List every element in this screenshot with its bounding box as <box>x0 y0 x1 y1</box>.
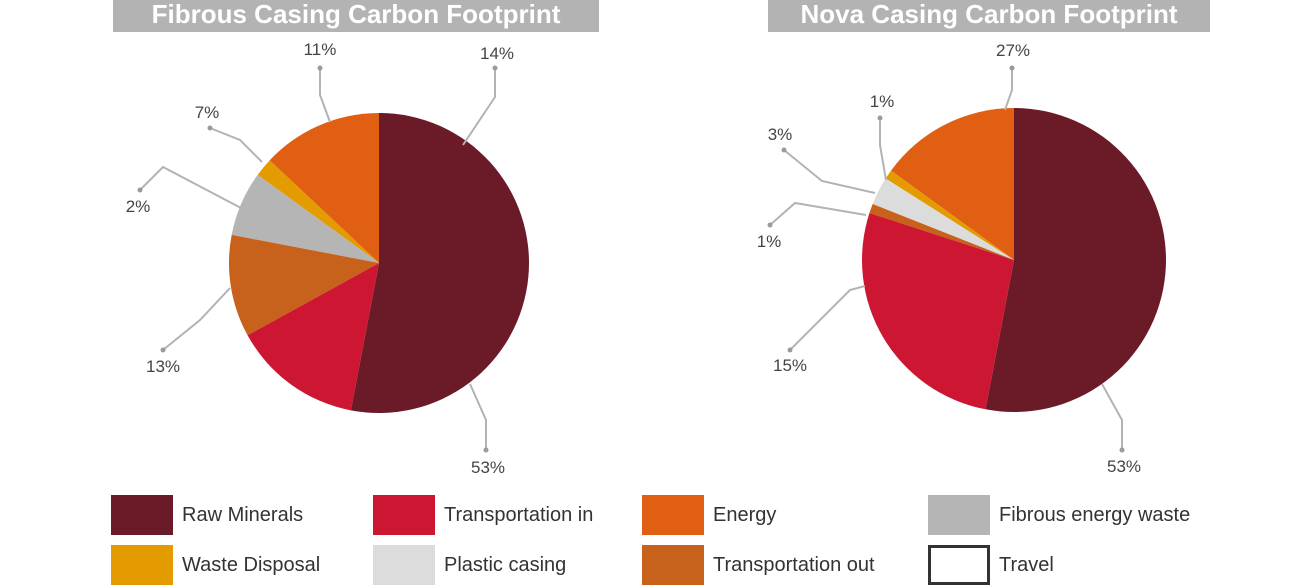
callout-line <box>879 118 887 181</box>
pie-slice-transportation-in <box>861 213 1014 410</box>
legend-item-transportation-out: Transportation out <box>642 545 875 585</box>
legend-label: Raw Minerals <box>182 503 304 526</box>
legend-label: Fibrous energy waste <box>999 503 1191 526</box>
legend-swatch <box>373 545 435 585</box>
legend-swatch <box>111 545 173 585</box>
callout-line <box>162 287 231 351</box>
pie-slice-raw-minerals <box>350 113 529 413</box>
legend-swatch <box>642 545 704 585</box>
callout-line <box>783 149 876 194</box>
pie-slice-transportation-out <box>869 204 1014 260</box>
legend-swatch <box>642 495 704 535</box>
legend-label: Waste Disposal <box>182 553 321 576</box>
legend-label: Transportation in <box>444 503 594 526</box>
legend-item-energy: Energy <box>642 495 776 535</box>
pie-slice-waste-disposal <box>257 160 379 263</box>
callout-dot <box>877 115 883 121</box>
callout-line <box>462 68 496 146</box>
callout-dot <box>1119 447 1125 453</box>
legend-label: Transportation out <box>713 553 875 576</box>
legend-label: Energy <box>713 503 777 526</box>
legend-item-plastic-casing: Plastic casing <box>373 545 566 585</box>
callout-dot <box>767 222 773 228</box>
legend-swatch <box>928 495 990 535</box>
callout-dot <box>787 347 793 353</box>
data-label: 15% <box>773 356 807 375</box>
callout-line <box>469 383 487 450</box>
callout-dot <box>137 187 143 193</box>
chart-title-fibrous: Fibrous Casing Carbon Footprint <box>113 0 599 32</box>
pie-slice-transportation-in <box>247 263 379 411</box>
data-label: 11% <box>304 40 337 59</box>
legend-swatch <box>111 495 173 535</box>
callout-dot <box>483 447 489 453</box>
legend-item-raw-minerals: Raw Minerals <box>111 495 303 535</box>
pie-slice-energy <box>269 113 379 263</box>
pie-fibrous: 53% 13% 2% 7% 11% 14% <box>126 40 529 477</box>
legend-swatch <box>928 545 990 585</box>
callout-dot <box>207 125 213 131</box>
legend-item-waste-disposal: Waste Disposal <box>111 545 320 585</box>
callout-dot <box>317 65 323 71</box>
legend-label: Travel <box>999 553 1054 576</box>
pie-slice-raw-minerals <box>985 108 1167 413</box>
data-label: 2% <box>126 197 151 216</box>
pie-slice-energy <box>891 108 1014 260</box>
callout-line <box>789 285 866 351</box>
callout-line <box>1101 383 1123 450</box>
callout-line <box>139 165 242 209</box>
pie-slice-transportation-out <box>229 234 379 336</box>
legend-item-travel: Travel <box>928 545 1054 585</box>
data-label: 53% <box>1107 457 1141 476</box>
legend-item-transportation-in: Transportation in <box>373 495 593 535</box>
pie-nova: 53% 15% 1% 3% 1% 27% <box>757 41 1167 476</box>
callout-line <box>319 68 331 123</box>
data-label: 7% <box>195 103 220 122</box>
pie-slice-fibrous-energy-waste <box>231 174 379 263</box>
data-label: 1% <box>757 232 782 251</box>
pie-slice-waste-disposal <box>885 170 1014 260</box>
data-label: 1% <box>870 92 895 111</box>
callout-line <box>769 201 867 226</box>
callout-dot <box>160 347 166 353</box>
callout-dot <box>1009 65 1015 71</box>
callout-dot <box>781 147 787 153</box>
data-label: 27% <box>996 41 1030 60</box>
legend-label: Plastic casing <box>444 553 567 576</box>
callout-line <box>209 127 263 163</box>
pie-slice-plastic-casing <box>872 178 1014 260</box>
data-label: 3% <box>768 125 793 144</box>
data-label: 53% <box>471 458 505 477</box>
legend-swatch <box>373 495 435 535</box>
legend-item-fibrous-energy-waste: Fibrous energy waste <box>928 495 1190 535</box>
data-label: 14% <box>480 44 514 63</box>
callout-dot <box>492 65 498 71</box>
data-label: 13% <box>146 357 180 376</box>
chart-title-nova: Nova Casing Carbon Footprint <box>768 0 1210 32</box>
callout-line <box>1004 68 1013 111</box>
